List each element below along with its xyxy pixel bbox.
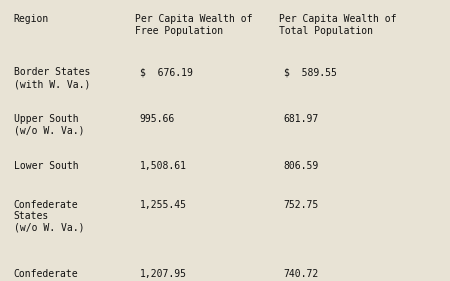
Text: 1,508.61: 1,508.61	[140, 161, 186, 171]
Text: Region: Region	[14, 14, 49, 24]
Text: Confederate
States
(w/o W. Va.): Confederate States (w/o W. Va.)	[14, 200, 84, 233]
Text: Per Capita Wealth of
Total Population: Per Capita Wealth of Total Population	[279, 14, 396, 36]
Text: Confederate
States
(with W. Va.): Confederate States (with W. Va.)	[14, 269, 90, 281]
Text: 752.75: 752.75	[284, 200, 319, 210]
Text: 681.97: 681.97	[284, 114, 319, 124]
Text: 806.59: 806.59	[284, 161, 319, 171]
Text: 1,207.95: 1,207.95	[140, 269, 186, 280]
Text: Per Capita Wealth of
Free Population: Per Capita Wealth of Free Population	[135, 14, 252, 36]
Text: Upper South
(w/o W. Va.): Upper South (w/o W. Va.)	[14, 114, 84, 136]
Text: Lower South: Lower South	[14, 161, 78, 171]
Text: 1,255.45: 1,255.45	[140, 200, 186, 210]
Text: 740.72: 740.72	[284, 269, 319, 280]
Text: $  676.19: $ 676.19	[140, 67, 193, 78]
Text: 995.66: 995.66	[140, 114, 175, 124]
Text: Border States
(with W. Va.): Border States (with W. Va.)	[14, 67, 90, 89]
Text: $  589.55: $ 589.55	[284, 67, 337, 78]
